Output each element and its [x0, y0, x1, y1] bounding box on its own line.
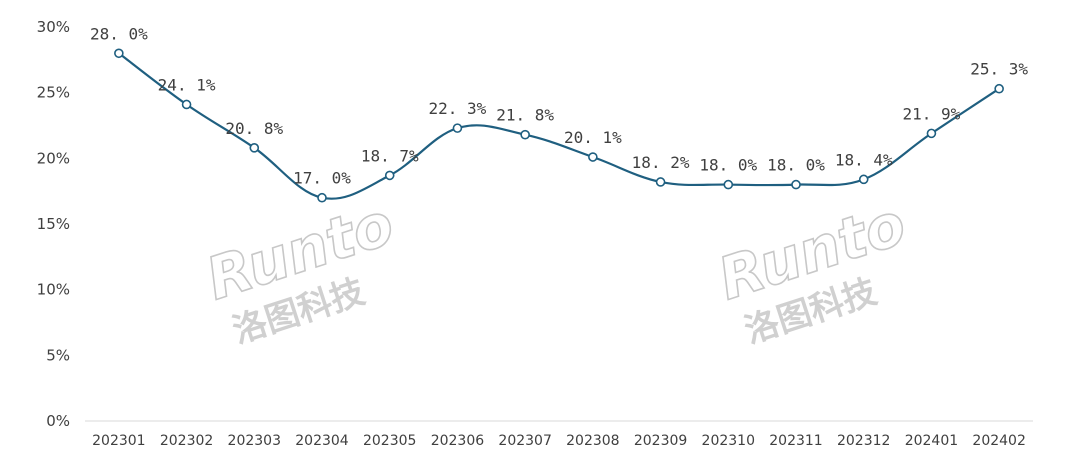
data-label: 18. 4%: [835, 150, 893, 169]
data-label: 28. 0%: [90, 24, 148, 43]
data-label: 22. 3%: [429, 99, 487, 118]
series: [114, 48, 1004, 203]
x-tick-label: 202310: [702, 433, 755, 449]
data-point: [384, 170, 395, 181]
data-label: 20. 8%: [225, 119, 283, 138]
y-tick-label: 15%: [37, 215, 70, 233]
y-tick-label: 30%: [37, 18, 70, 36]
data-point: [249, 143, 260, 153]
data-point: [114, 48, 124, 59]
data-label: 18. 0%: [699, 156, 757, 175]
y-tick-label: 0%: [46, 412, 70, 430]
data-label: 21. 8%: [496, 106, 554, 125]
data-point: [926, 128, 937, 139]
y-tick-label: 5%: [46, 346, 70, 364]
x-tick-label: 202302: [160, 433, 213, 449]
data-label: 24. 1%: [158, 75, 216, 94]
x-tick-label: 202312: [837, 433, 890, 449]
data-point: [723, 179, 734, 190]
x-tick-label: 202307: [498, 433, 551, 449]
data-point: [452, 123, 463, 133]
x-axis: 202301 202302 202303 202304 202305 202306 2023…: [85, 420, 1033, 449]
data-labels: 28. 0% 24. 1% 20. 8% 17. 0% 18. 7% 22. 3% 21. …: [90, 24, 1028, 187]
y-tick-label: 10%: [37, 281, 70, 299]
watermark-left: Runto 洛图科技: [198, 189, 403, 352]
x-tick-label: 202401: [905, 433, 958, 449]
x-tick-label: 202306: [431, 433, 485, 449]
x-tick-label: 202301: [92, 433, 145, 449]
x-tick-label: 202308: [566, 433, 619, 449]
data-point: [520, 129, 530, 140]
data-point: [994, 83, 1004, 94]
data-point: [317, 192, 327, 203]
x-tick-label: 202402: [972, 433, 1025, 449]
data-point: [791, 179, 801, 190]
data-point: [181, 99, 192, 110]
y-tick-label: 25%: [37, 84, 70, 102]
x-tick-label: 202304: [295, 433, 349, 449]
data-label: 18. 7%: [361, 146, 419, 165]
data-label: 18. 2%: [632, 153, 690, 172]
watermark-right: Runto 洛图科技: [710, 189, 915, 352]
data-label: 17. 0%: [293, 169, 351, 188]
data-label: 18. 0%: [767, 156, 825, 175]
x-tick-label: 202303: [228, 433, 281, 449]
data-point: [858, 174, 869, 185]
y-axis: 0% 5% 10% 15% 20% 25% 30%: [37, 18, 70, 430]
y-tick-label: 20%: [37, 149, 70, 167]
x-tick-label: 202305: [363, 433, 416, 449]
x-tick-label: 202309: [634, 433, 687, 449]
data-point: [588, 152, 598, 162]
data-point: [655, 177, 666, 187]
x-tick-label: 202311: [769, 433, 822, 449]
data-label: 20. 1%: [564, 128, 622, 147]
data-label: 21. 9%: [903, 104, 961, 123]
data-label: 25. 3%: [970, 60, 1028, 79]
